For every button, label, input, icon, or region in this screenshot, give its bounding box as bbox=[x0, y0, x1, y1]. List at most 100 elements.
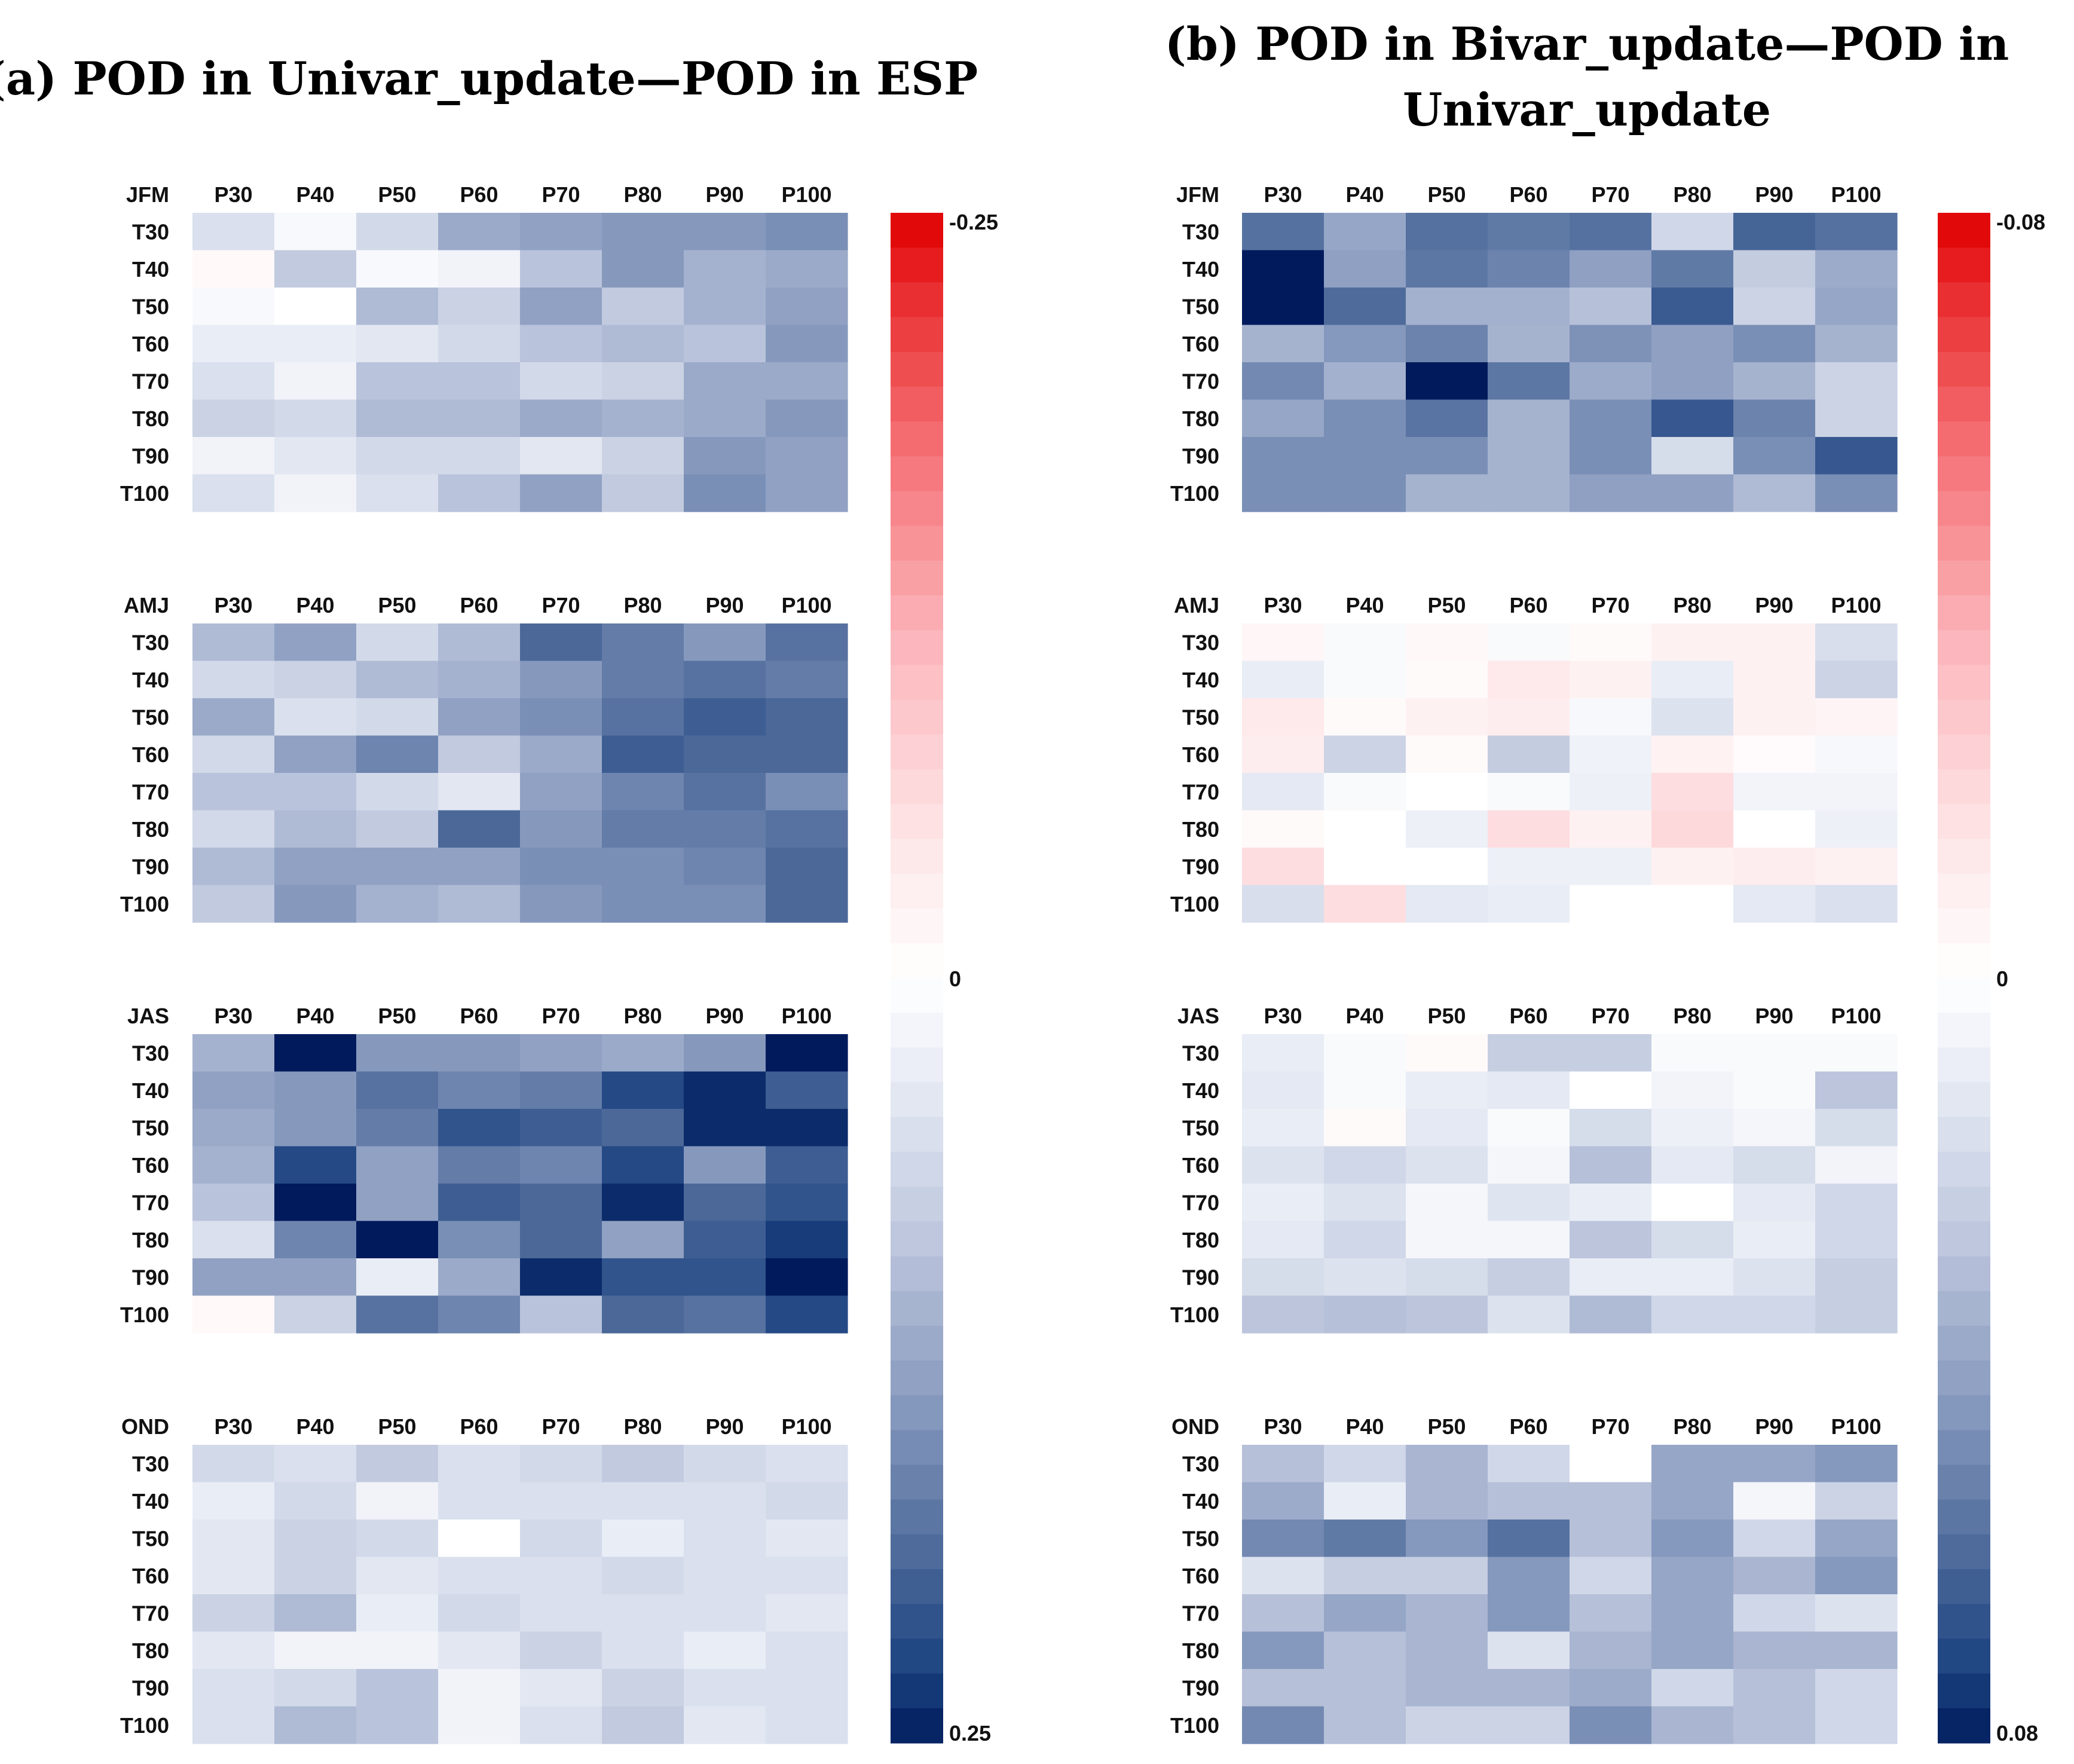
x-tick-label: P100 bbox=[1831, 1414, 1881, 1439]
x-tick-label: P60 bbox=[460, 1414, 498, 1439]
heatmap-cell bbox=[1570, 437, 1652, 475]
heatmap-cell bbox=[1488, 1146, 1570, 1184]
heatmap-cell bbox=[1324, 1520, 1406, 1558]
heatmap-cell bbox=[1242, 1146, 1324, 1184]
x-tick-label: P80 bbox=[623, 593, 662, 617]
colorbar-segment bbox=[891, 734, 943, 770]
colorbar-tick-label: 0 bbox=[949, 967, 961, 991]
heatmap-cell bbox=[1324, 474, 1406, 512]
heatmap-cell bbox=[1242, 362, 1324, 401]
heatmap-cell bbox=[1488, 1184, 1570, 1222]
heatmap-cell bbox=[1242, 735, 1324, 774]
heatmap-cell bbox=[520, 1109, 602, 1147]
heatmap-cell bbox=[356, 325, 439, 363]
heatmap-cell bbox=[1733, 1071, 1816, 1109]
heatmap-cell bbox=[192, 213, 275, 251]
heatmap-cell bbox=[274, 1594, 357, 1632]
y-tick-label: T70 bbox=[132, 369, 169, 393]
heatmap-cell bbox=[1651, 399, 1734, 438]
heatmap-cell bbox=[438, 735, 521, 774]
heatmap-cell bbox=[1488, 1631, 1570, 1670]
x-tick-label: P100 bbox=[1831, 1004, 1881, 1028]
heatmap-cell bbox=[602, 1482, 684, 1520]
heatmap-panel-jfm: JFM P30 P40 P50 P60 P70 P80 P90 P100 T30 T40 T50 T60… bbox=[1170, 182, 1898, 512]
heatmap-cell bbox=[1242, 810, 1324, 848]
heatmap-cell bbox=[1406, 1071, 1488, 1109]
heatmap-cell bbox=[1324, 437, 1406, 475]
heatmap-cell bbox=[356, 1295, 439, 1334]
y-tick-label: T100 bbox=[1170, 1713, 1219, 1738]
colorbar-segment bbox=[891, 1430, 943, 1466]
x-tick-label: P90 bbox=[1755, 1004, 1793, 1028]
heatmap-cell bbox=[1324, 810, 1406, 848]
y-tick-label: T50 bbox=[132, 294, 169, 319]
colorbar-tick-label: 0.25 bbox=[949, 1721, 991, 1745]
heatmap-cell bbox=[602, 1631, 684, 1670]
heatmap-cell bbox=[1406, 1669, 1488, 1707]
heatmap-cell bbox=[1815, 735, 1898, 774]
heatmap-cell bbox=[1815, 213, 1898, 251]
heatmap-cell bbox=[1242, 288, 1324, 326]
heatmap-cell bbox=[356, 810, 439, 848]
heatmap-cell bbox=[1651, 1594, 1734, 1632]
heatmap-cell bbox=[1488, 1221, 1570, 1259]
heatmap-cell bbox=[1488, 1071, 1570, 1109]
heatmap-cell bbox=[192, 288, 275, 326]
y-tick-label: T60 bbox=[132, 1153, 169, 1178]
x-tick-label: P40 bbox=[296, 1414, 334, 1439]
heatmap-cell bbox=[1733, 1184, 1816, 1222]
y-tick-label: T30 bbox=[1182, 219, 1219, 244]
heatmap-cell bbox=[1406, 1221, 1488, 1259]
heatmap-cell bbox=[520, 437, 602, 475]
heatmap-cell bbox=[1570, 1258, 1652, 1297]
colorbar-segment bbox=[891, 769, 943, 805]
heatmap-cell bbox=[766, 810, 848, 848]
heatmap-cell bbox=[356, 1706, 439, 1744]
y-tick-label: T50 bbox=[132, 705, 169, 729]
x-tick-label: P90 bbox=[1755, 593, 1793, 617]
colorbar-tick-label: 0.08 bbox=[1996, 1721, 2038, 1745]
x-tick-label: P40 bbox=[296, 182, 334, 207]
y-tick-label: T80 bbox=[1182, 406, 1219, 431]
colorbar-segment bbox=[891, 1117, 943, 1152]
x-tick-label: P60 bbox=[460, 593, 498, 617]
x-tick-label: P40 bbox=[1345, 182, 1384, 207]
y-tick-label: T60 bbox=[132, 742, 169, 767]
heatmap-cell bbox=[602, 1445, 684, 1483]
heatmap-cell bbox=[192, 1594, 275, 1632]
colorbar-segment bbox=[1938, 560, 1990, 596]
x-tick-label: P50 bbox=[1427, 593, 1466, 617]
heatmap-cell bbox=[274, 1557, 357, 1595]
x-tick-label: P80 bbox=[623, 1414, 662, 1439]
colorbar-segment bbox=[1938, 804, 1990, 839]
heatmap-cell bbox=[438, 288, 521, 326]
heatmap-cell bbox=[1324, 1706, 1406, 1744]
heatmap-cell bbox=[1488, 773, 1570, 811]
heatmap-cell bbox=[192, 773, 275, 811]
heatmap-cell bbox=[274, 1482, 357, 1520]
x-tick-label: P90 bbox=[705, 1414, 744, 1439]
colorbar-segment bbox=[1938, 1187, 1990, 1222]
colorbar-segment bbox=[1938, 386, 1990, 422]
x-tick-label: P60 bbox=[1509, 593, 1547, 617]
heatmap-cell bbox=[520, 1557, 602, 1595]
x-tick-label: P100 bbox=[781, 1004, 831, 1028]
heatmap-cell bbox=[1733, 1557, 1816, 1595]
heatmap-cell bbox=[1242, 1295, 1324, 1334]
heatmap-cell bbox=[1406, 735, 1488, 774]
colorbar-tick-label: 0 bbox=[1996, 967, 2008, 991]
heatmap-cell bbox=[602, 1669, 684, 1707]
heatmap-cell bbox=[1651, 250, 1734, 288]
x-tick-label: P50 bbox=[1427, 1414, 1466, 1439]
heatmap-cell bbox=[1406, 474, 1488, 512]
heatmap-cell bbox=[1570, 1594, 1652, 1632]
heatmap-cell bbox=[192, 1631, 275, 1670]
heatmap-cell bbox=[1406, 437, 1488, 475]
y-tick-label: T90 bbox=[132, 444, 169, 468]
panel-label: JAS bbox=[1177, 1004, 1219, 1028]
heatmap-cell bbox=[1324, 1258, 1406, 1297]
heatmap-cell bbox=[274, 325, 357, 363]
heatmap-cell bbox=[602, 1071, 684, 1109]
x-tick-label: P70 bbox=[1591, 1004, 1629, 1028]
heatmap-cell bbox=[1651, 1557, 1734, 1595]
